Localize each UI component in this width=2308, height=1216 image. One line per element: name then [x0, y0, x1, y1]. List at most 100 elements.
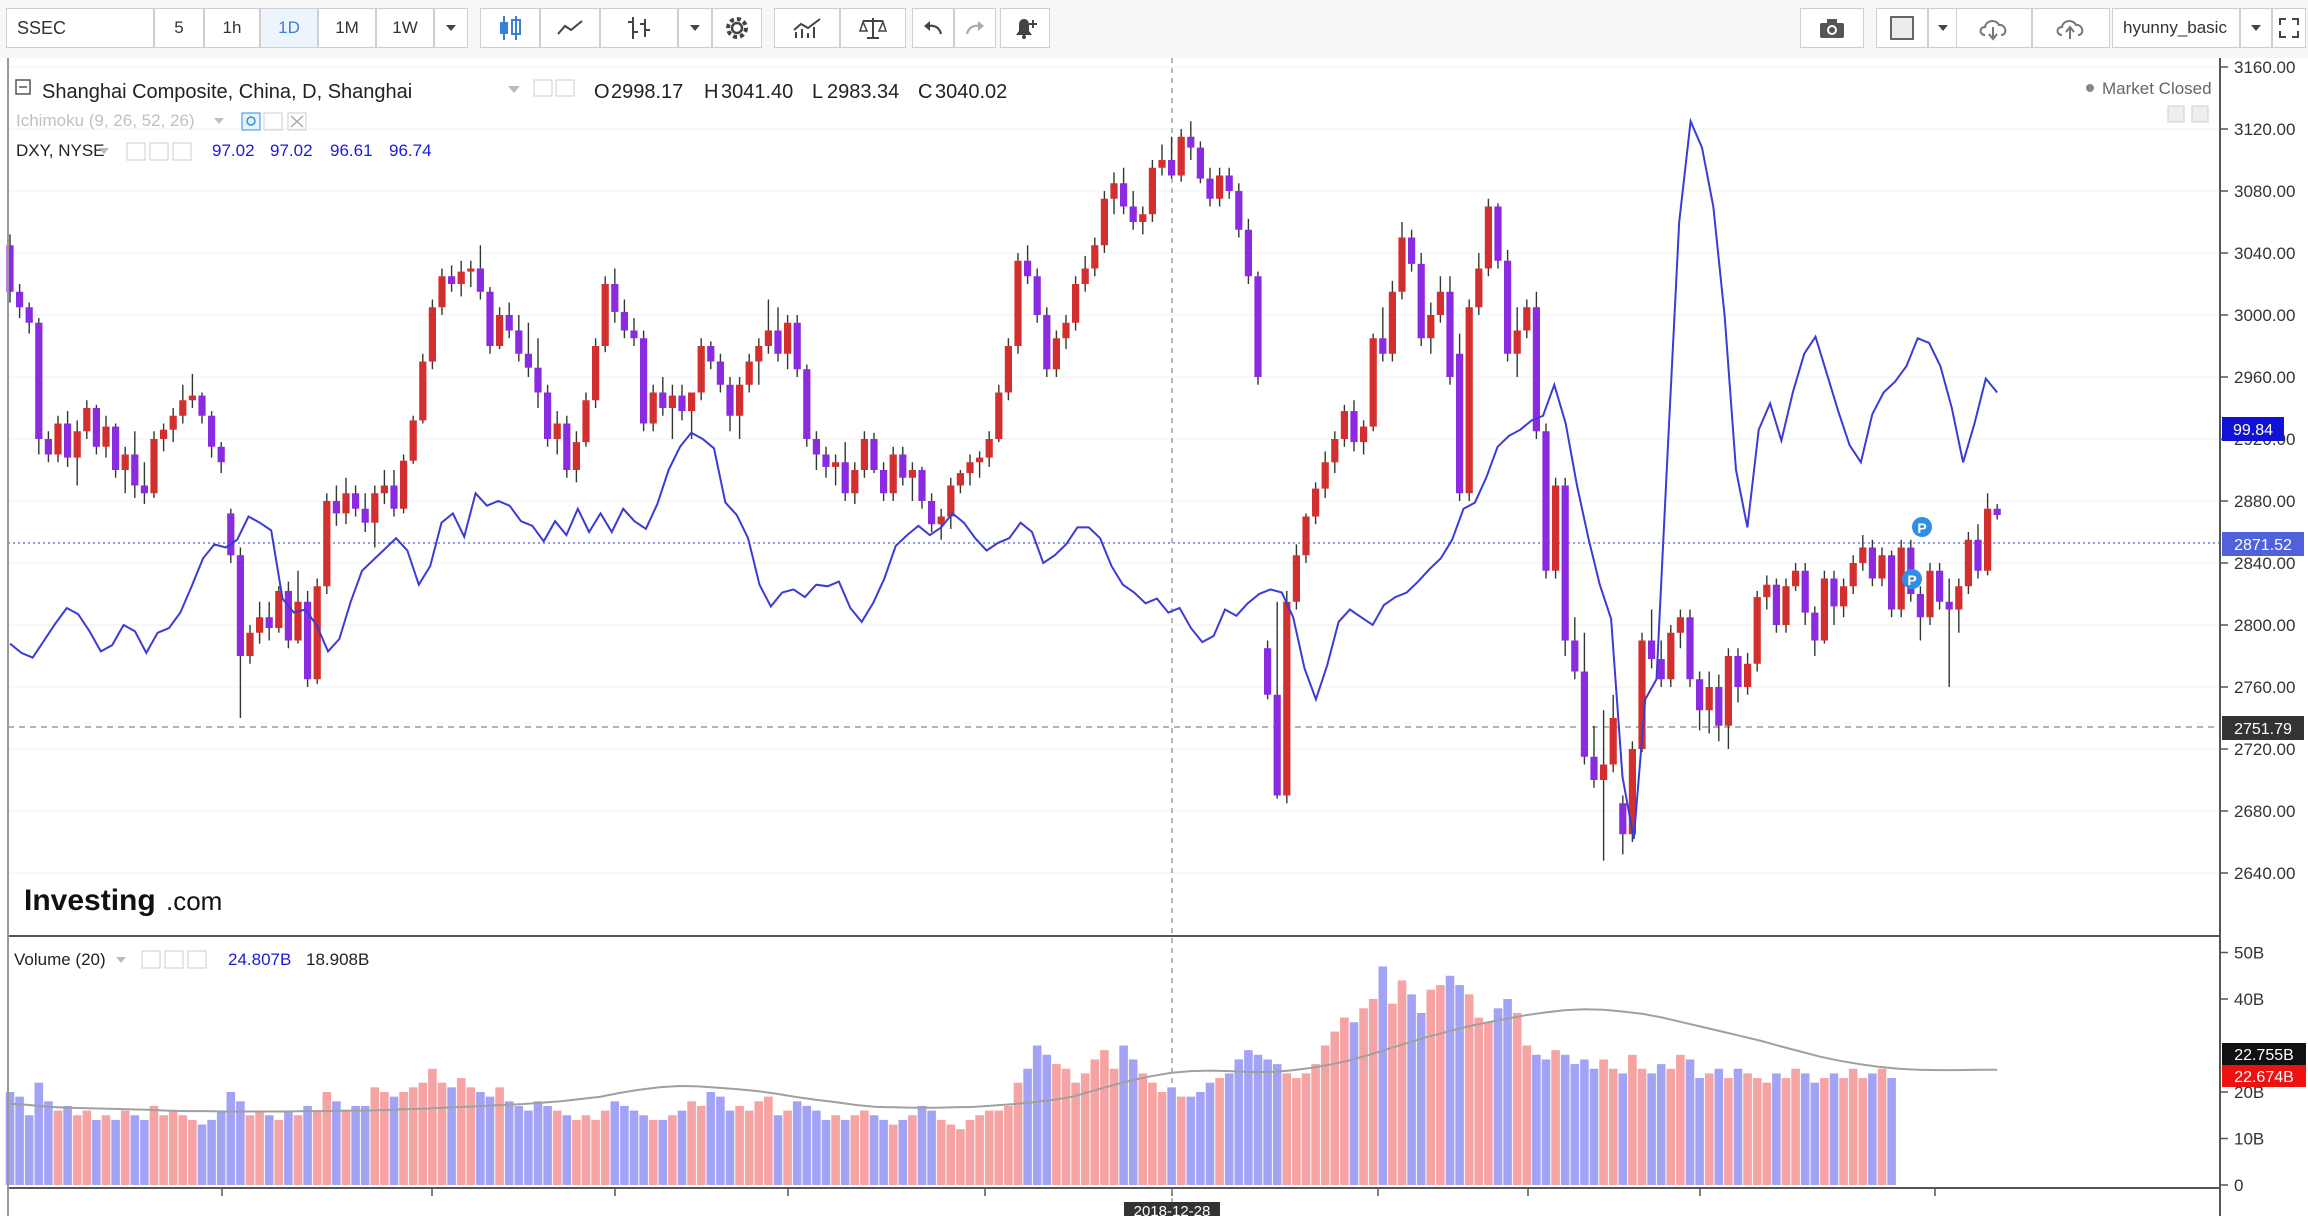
volume-bar: [24, 1115, 34, 1185]
dxy-value-1: 97.02: [212, 141, 255, 160]
candle-body: [1840, 586, 1848, 607]
symbol-input[interactable]: SSEC: [6, 8, 154, 48]
candle-body: [1417, 263, 1425, 339]
volume-bar: [341, 1110, 351, 1185]
interval-1d-button[interactable]: 1D: [260, 8, 318, 48]
volume-bar: [408, 1087, 418, 1185]
candle-body: [1273, 694, 1281, 796]
volume-bar: [1493, 1008, 1503, 1185]
fullscreen-button[interactable]: [2272, 8, 2306, 48]
indicators-button[interactable]: [774, 8, 840, 48]
chevron-down-icon[interactable]: [214, 118, 224, 124]
eye-icon[interactable]: [533, 79, 553, 97]
volume-bar: [1349, 1022, 1359, 1185]
gear-icon[interactable]: [555, 79, 575, 97]
load-chart-button[interactable]: [1956, 8, 2032, 48]
candle-body: [1936, 570, 1944, 602]
volume-bar: [1752, 1078, 1762, 1185]
compare-button[interactable]: [840, 8, 906, 48]
eye-icon[interactable]: [241, 112, 261, 131]
volume-bar: [879, 1119, 888, 1185]
scroll-up-icon[interactable]: [2191, 105, 2209, 123]
gear-icon[interactable]: [149, 142, 169, 161]
volume-bar: [1052, 1064, 1061, 1185]
cloud-download-icon: [1979, 20, 2007, 41]
collapse-icon[interactable]: [15, 79, 31, 95]
gear-icon: [726, 17, 748, 39]
eye-icon[interactable]: [141, 950, 161, 969]
volume-bar: [456, 1078, 466, 1185]
interval-5-button[interactable]: 5: [154, 8, 204, 48]
volume-bar: [773, 1115, 783, 1185]
candle-body: [64, 423, 72, 458]
volume-bar: [821, 1119, 831, 1185]
line-style-button[interactable]: [540, 8, 600, 48]
interval-1h-button[interactable]: 1h: [204, 8, 260, 48]
volume-bar: [1464, 994, 1474, 1185]
interval-1m-button[interactable]: 1M: [318, 8, 376, 48]
close-icon[interactable]: [287, 112, 307, 131]
scales-icon: [858, 18, 888, 39]
eye-icon[interactable]: [126, 142, 146, 161]
chevron-down-icon[interactable]: [508, 86, 520, 93]
candle-body: [1600, 764, 1608, 780]
close-icon-stroke: [290, 115, 304, 128]
gear-icon[interactable]: [164, 950, 184, 969]
investing-logo: Investing .com: [24, 884, 222, 917]
interval-1w-button[interactable]: 1W: [376, 8, 434, 48]
candle-body: [1100, 198, 1108, 246]
user-dropdown-button[interactable]: [2240, 8, 2272, 48]
pivot-marker-icon[interactable]: [1912, 517, 1932, 537]
candle-body: [832, 462, 840, 467]
price-tick-label: 3080.00: [2234, 182, 2295, 201]
volume-bar: [72, 1115, 82, 1185]
volume-bar: [1272, 1064, 1282, 1185]
volume-bar: [648, 1119, 658, 1185]
candle-body: [812, 439, 820, 455]
bars-style-button[interactable]: [600, 8, 678, 48]
candle-body: [323, 501, 331, 587]
user-layout-select[interactable]: hyunny_basic: [2112, 8, 2240, 48]
layout-dropdown-button[interactable]: [1928, 8, 1958, 48]
candle-body: [1696, 679, 1704, 711]
volume-bar: [485, 1096, 495, 1185]
gear-icon[interactable]: [263, 112, 283, 131]
candle-body: [976, 457, 984, 463]
snapshot-button[interactable]: [1800, 8, 1864, 48]
volume-bar: [1224, 1073, 1234, 1185]
save-chart-button[interactable]: [2032, 8, 2110, 48]
close-icon[interactable]: [187, 950, 207, 969]
scroll-down-icon[interactable]: [2167, 105, 2185, 123]
undo-button[interactable]: [912, 8, 954, 48]
chart-style-dropdown-button[interactable]: [678, 8, 712, 48]
candle-body: [745, 361, 753, 385]
price-tick-label: 2760.00: [2234, 678, 2295, 697]
layout-button[interactable]: [1876, 8, 1928, 48]
candle-body: [409, 420, 417, 461]
alert-button[interactable]: [1000, 8, 1050, 48]
chevron-down-icon[interactable]: [116, 957, 126, 963]
volume-bar: [1263, 1059, 1272, 1185]
candle-body: [1475, 268, 1483, 308]
volume-bar: [1704, 1073, 1714, 1185]
redo-button[interactable]: [954, 8, 996, 48]
chart-canvas[interactable]: 3160.00 3120.00 3080.00 3040.00 3000.00 2960.…: [0, 58, 2308, 1216]
candles-style-button[interactable]: [480, 8, 540, 48]
volume-bar: [802, 1105, 812, 1185]
chevron-down-icon[interactable]: [99, 148, 109, 154]
interval-dropdown-button[interactable]: [434, 8, 468, 48]
candle-body: [1859, 547, 1867, 563]
pivot-marker-icon[interactable]: [1902, 569, 1922, 589]
chevron-down-icon: [690, 25, 700, 31]
volume-bar: [207, 1119, 216, 1185]
candle-body: [1772, 584, 1780, 625]
volume-bar: [869, 1115, 879, 1185]
volume-bar: [706, 1092, 716, 1185]
volume-bar: [120, 1110, 130, 1185]
dxy-label: DXY, NYSE: [16, 141, 105, 160]
close-icon[interactable]: [172, 142, 192, 161]
candle-body: [188, 395, 196, 401]
settings-button[interactable]: [712, 8, 762, 48]
volume-bar: [1820, 1078, 1829, 1185]
volume-bar: [524, 1110, 533, 1185]
